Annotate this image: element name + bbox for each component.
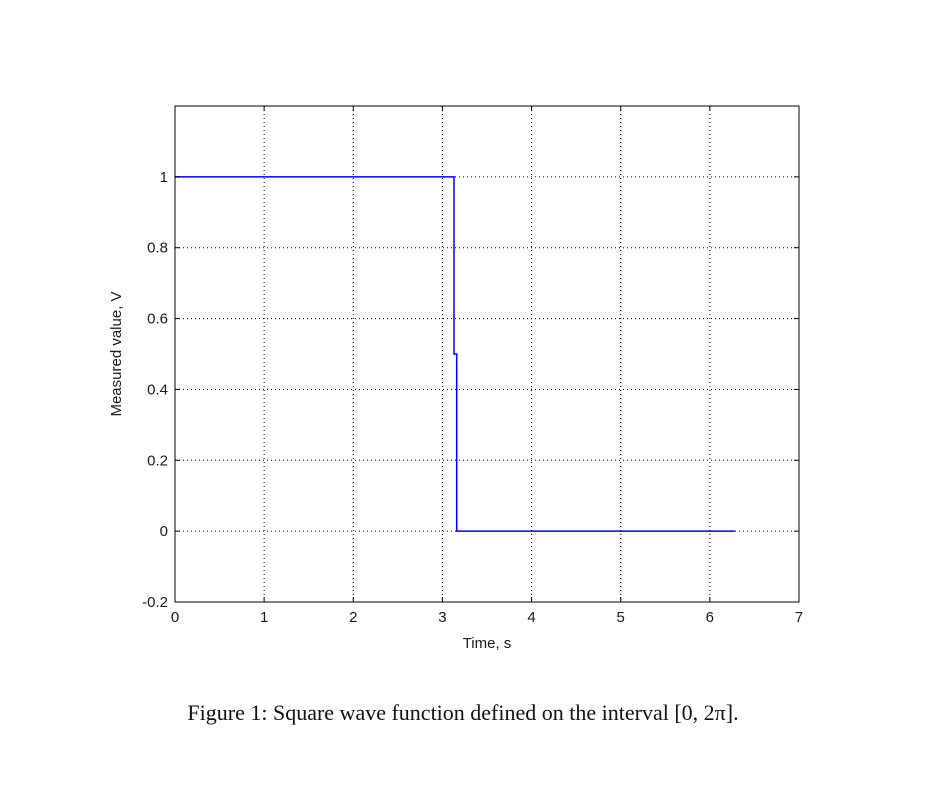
y-tick-label: 0 [160,523,168,540]
x-tick-label: 4 [527,609,535,626]
grid-lines [175,106,799,602]
plot-frame [174,105,800,603]
x-tick-label: 0 [171,609,179,626]
y-tick-label: 0.2 [147,452,168,469]
y-tick-label: 0.6 [147,311,168,328]
x-tick-label: 5 [617,609,625,626]
x-tick-label: 2 [349,609,357,626]
y-tick-label: -0.2 [142,594,168,611]
data-series [175,176,735,532]
x-tick-label: 7 [795,609,803,626]
y-axis-label: Measured value, V [108,291,125,416]
x-tick-label: 6 [706,609,714,626]
x-tick-label: 1 [260,609,268,626]
square-wave-line [175,176,735,532]
figure-caption: Figure 1: Square wave function defined o… [0,700,926,726]
x-axis-label: Time, s [463,635,512,652]
axis-ticks [174,106,800,603]
x-tick-label: 3 [438,609,446,626]
plot-background [175,106,799,602]
figure-caption-label: Figure 1: [187,700,268,725]
y-tick-label: 0.4 [147,381,168,398]
figure-caption-text: Square wave function defined on the inte… [272,700,739,725]
x-tick-labels: 0 1 2 3 4 5 6 7 [171,609,803,626]
y-tick-label: 0.8 [147,240,168,257]
y-tick-label: 1 [160,169,168,186]
y-tick-labels: -0.2 0 0.2 0.4 0.6 0.8 1 [142,169,168,611]
